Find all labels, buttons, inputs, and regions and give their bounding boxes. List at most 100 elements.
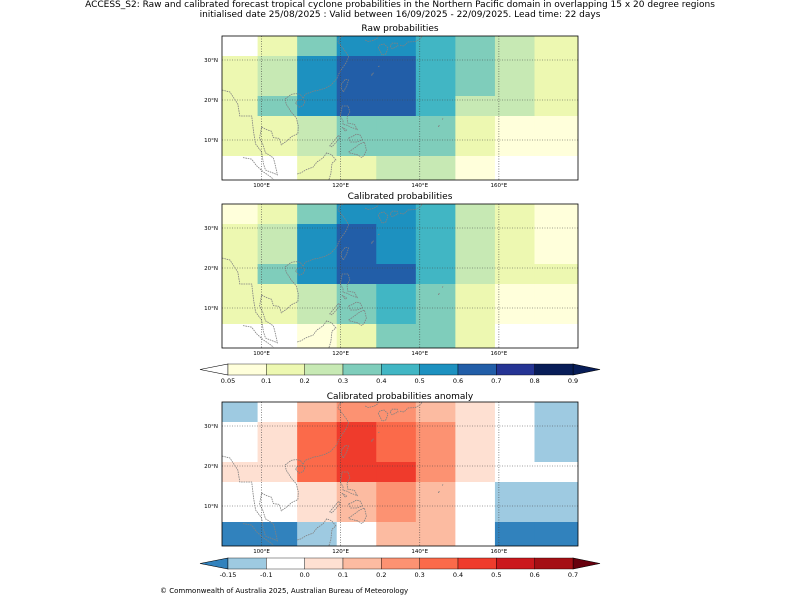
heatmap-cell	[336, 224, 377, 265]
y-tick-label: 10°N	[204, 138, 218, 144]
coastline	[377, 65, 380, 68]
copyright-footer: © Commonwealth of Australia 2025, Austra…	[160, 587, 409, 595]
coastline	[222, 36, 350, 176]
heatmap-cell	[455, 522, 496, 546]
heatmap-cell	[415, 324, 456, 348]
heatmap-cell	[336, 56, 377, 97]
heatmap-cell	[257, 482, 298, 523]
heatmap-cell	[376, 482, 417, 523]
heatmap-cell	[415, 422, 456, 463]
colorbar-extend-min	[199, 363, 229, 376]
heatmap-cell	[455, 116, 496, 157]
coastline	[365, 204, 379, 211]
coastline	[297, 152, 337, 180]
colorbar-tick-label: 0.8	[529, 377, 539, 385]
heatmap-cell	[222, 264, 258, 285]
colorbar-swatch	[534, 557, 574, 570]
heatmap-cell	[494, 204, 535, 225]
colorbar-swatch	[266, 363, 305, 376]
x-tick-label: 140°E	[411, 183, 428, 189]
y-tick-label: 30°N	[204, 58, 218, 64]
heatmap-cell	[297, 482, 338, 523]
heatmap-cell	[494, 264, 535, 285]
coastline	[242, 523, 274, 546]
coastline	[242, 325, 274, 348]
colorbar-tick-label: 0.6	[453, 377, 463, 385]
x-tick-label: 120°E	[332, 183, 349, 189]
coastline	[371, 72, 374, 76]
heatmap-cell	[455, 264, 496, 285]
coastline	[242, 157, 274, 180]
colorbar-swatch	[342, 557, 382, 570]
coastline	[348, 301, 363, 311]
coastline	[329, 302, 341, 316]
coastline	[295, 465, 306, 474]
heatmap-cell	[376, 462, 417, 483]
coastline	[438, 491, 440, 494]
heatmap-cell	[336, 116, 377, 157]
colorbar-tick-label: 0.4	[453, 571, 463, 579]
heatmap-cell	[222, 482, 258, 523]
heatmap-cell	[222, 156, 258, 180]
probability-colorbar: 0.05 0.1 0.2 0.3 0.4 0.5 0.6 0.7 0.8 0.9	[199, 363, 601, 385]
anomaly-map: 100°E 120°E 140°E 160°E 10°N 20°N 30°N	[204, 401, 579, 555]
colorbar-tick-label: 0.6	[529, 571, 539, 579]
heatmap-cell	[336, 264, 377, 285]
colorbar-tick-label: -0.1	[260, 571, 273, 579]
heatmap-cell	[494, 422, 535, 463]
heatmap-cell	[534, 324, 578, 348]
x-tick-label: 120°E	[332, 351, 349, 357]
coastline	[389, 42, 399, 50]
colorbar-tick-label: 0.0	[299, 571, 309, 579]
coastline	[329, 500, 341, 514]
heatmap-cell	[455, 324, 496, 348]
heatmap-cell	[494, 462, 535, 483]
heatmap-cell	[257, 224, 298, 265]
heatmap-cell	[336, 36, 377, 57]
heatmap-cell	[257, 204, 298, 225]
coastline	[377, 409, 389, 422]
coastline	[438, 293, 440, 296]
colorbar-swatch	[419, 363, 459, 376]
coastline	[222, 204, 350, 344]
colorbar-swatch	[381, 557, 420, 570]
heatmap-cell	[222, 284, 258, 325]
heatmap-cell	[336, 96, 377, 117]
coastline	[348, 499, 363, 509]
heatmap-cell	[297, 462, 338, 483]
colorbar-swatch	[496, 363, 535, 376]
heatmap-cell	[415, 116, 456, 157]
coastline	[348, 507, 367, 525]
coastline	[340, 246, 350, 261]
heatmap-cell	[494, 116, 535, 157]
heatmap-cell	[222, 324, 258, 348]
heatmap-cell	[376, 36, 417, 57]
heatmap-cell	[455, 284, 496, 325]
heatmap-cell	[376, 156, 417, 180]
coastline	[365, 36, 379, 43]
heatmap-cell	[222, 204, 258, 225]
map-frame	[221, 35, 579, 181]
heatmap-cell	[376, 324, 417, 348]
heatmap-cell	[455, 156, 496, 180]
heatmap-cell	[297, 264, 338, 285]
colorbar-extend-max	[572, 363, 601, 376]
heatmap-cell	[494, 482, 535, 523]
heatmap-cell	[297, 422, 338, 463]
heatmap-cell	[494, 522, 535, 546]
heatmap-cell	[257, 522, 298, 546]
heatmap-cell	[534, 56, 578, 97]
heatmap-cell	[494, 156, 535, 180]
colorbar-swatch	[457, 557, 497, 570]
heatmap-cell	[534, 224, 578, 265]
heatmap-cell	[222, 522, 258, 546]
heatmap-cell	[257, 96, 298, 117]
heatmap-cell	[415, 156, 456, 180]
heatmap-cell	[455, 56, 496, 97]
heatmap-cell	[376, 204, 417, 225]
heatmap-cell	[494, 284, 535, 325]
y-tick-label: 10°N	[204, 306, 218, 312]
coastline	[295, 267, 306, 276]
heatmap-cell	[534, 284, 578, 325]
heatmap-cell	[257, 462, 298, 483]
